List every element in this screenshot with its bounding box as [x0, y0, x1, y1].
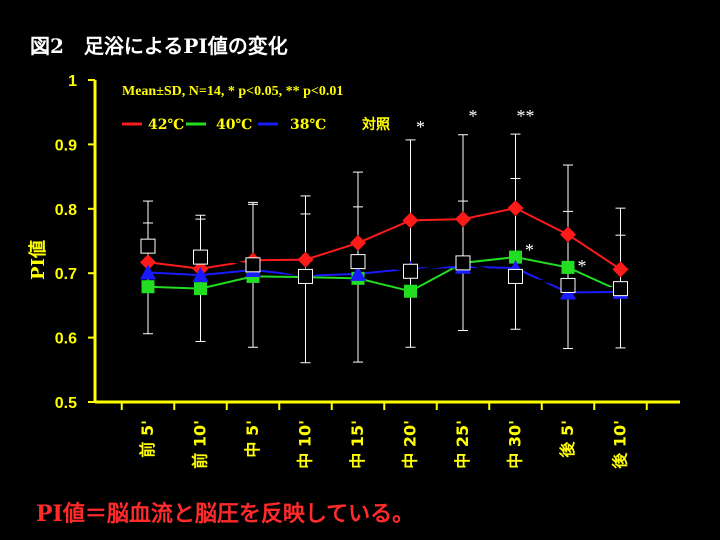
data-point-0 — [560, 226, 576, 243]
x-tick-label: 後 10' — [611, 420, 630, 469]
legend-label-1: 40℃ — [216, 117, 252, 133]
footer-note: PI値＝脳血流と脳圧を反映している。 — [36, 501, 415, 527]
figure-title: 図2 足浴によるPI値の変化 — [30, 34, 288, 58]
data-point-3 — [403, 263, 418, 279]
data-point-0 — [140, 254, 156, 271]
y-tick-label: 0.9 — [55, 137, 77, 154]
data-point-3 — [455, 255, 471, 271]
data-point-1 — [194, 282, 207, 296]
data-point-0 — [455, 211, 471, 228]
x-tick-label: 中 20' — [401, 420, 420, 469]
data-point-0 — [612, 261, 629, 278]
data-point-0 — [350, 234, 366, 251]
y-tick-label: 0.5 — [55, 395, 77, 412]
x-tick-label: 中 10' — [296, 420, 315, 469]
data-point-2 — [350, 265, 366, 281]
data-point-0 — [402, 212, 419, 229]
data-point-3 — [298, 268, 313, 284]
data-point-0 — [297, 251, 314, 268]
data-point-3 — [350, 254, 366, 270]
data-point-1 — [404, 284, 417, 298]
y-axis-label: PI値 — [27, 240, 49, 280]
y-tick-label: 0.6 — [55, 331, 77, 348]
stats-note: Mean±SD, N=14, * p<0.05, ** p<0.01 — [122, 84, 343, 99]
series-line-3 — [147, 245, 621, 290]
data-point-3 — [140, 238, 156, 254]
data-point-2 — [140, 264, 156, 280]
y-tick-label: 0.8 — [55, 202, 77, 219]
data-point-1 — [509, 250, 522, 264]
data-point-1 — [141, 280, 155, 294]
legend-label-3: 対照 — [361, 116, 390, 133]
series-line-0 — [147, 207, 622, 271]
significance-marker: * — [578, 256, 587, 276]
data-point-2 — [192, 267, 209, 283]
x-tick-label: 中 30' — [506, 420, 525, 469]
data-point-3 — [613, 281, 628, 297]
data-point-0 — [507, 200, 524, 217]
data-point-3 — [193, 249, 208, 265]
significance-marker: * — [416, 117, 425, 137]
x-tick-label: 前 5' — [138, 420, 157, 458]
data-point-3 — [560, 277, 576, 293]
significance-marker: * — [525, 240, 534, 260]
legend-label-0: 42℃ — [148, 117, 184, 133]
legend-label-2: 38℃ — [290, 117, 326, 133]
data-point-1 — [561, 260, 575, 274]
x-tick-label: 中 15' — [348, 420, 367, 469]
y-tick-label: 1 — [68, 73, 77, 90]
x-tick-label: 前 10' — [191, 420, 210, 469]
x-tick-label: 中 5' — [243, 420, 262, 458]
x-tick-label: 後 5' — [558, 420, 577, 458]
significance-marker: * — [469, 106, 478, 126]
data-point-3 — [245, 257, 261, 273]
significance-marker: ** — [517, 106, 535, 126]
data-point-3 — [508, 268, 523, 284]
y-tick-label: 0.7 — [55, 266, 77, 283]
x-tick-label: 中 25' — [453, 420, 472, 469]
series-line-1 — [147, 256, 621, 293]
series-line-2 — [147, 265, 621, 294]
